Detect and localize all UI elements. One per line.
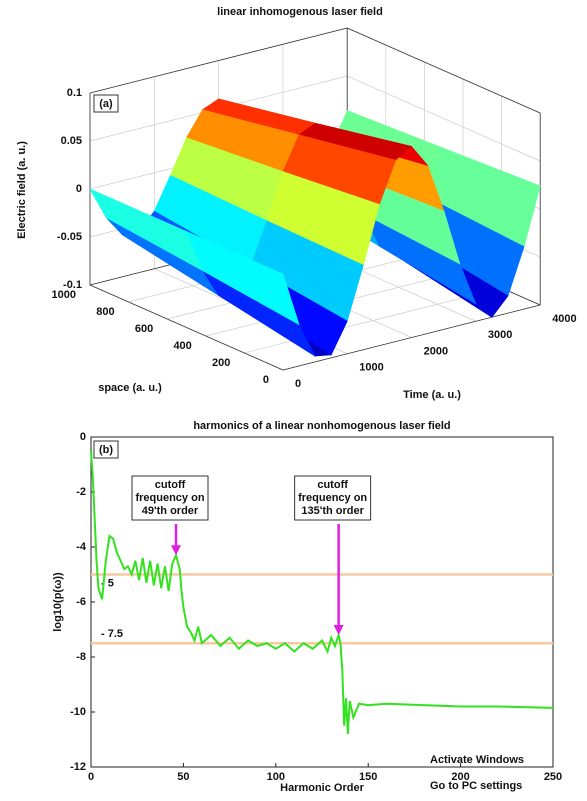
y-tick-label: -10 bbox=[70, 706, 86, 718]
annotation-box bbox=[131, 475, 209, 521]
z-tick-label: 0.1 bbox=[67, 87, 82, 99]
reference-label: - 7.5 bbox=[101, 628, 123, 640]
x-tick-label: 200 bbox=[451, 771, 469, 783]
annotation-text: frequency on bbox=[298, 492, 367, 504]
y-tick-label: -2 bbox=[76, 486, 86, 498]
y-tick-label: 1000 bbox=[359, 362, 383, 374]
annotation-text: 49'th order bbox=[142, 505, 199, 517]
y-tick-label: 3000 bbox=[488, 329, 512, 341]
x-tick-label: 1000 bbox=[52, 289, 76, 301]
x-tick-label: 100 bbox=[267, 771, 285, 783]
chart-title: harmonics of a linear nonhomogenous lase… bbox=[193, 420, 450, 432]
y-tick-label: -6 bbox=[76, 596, 86, 608]
z-tick-label: -0.1 bbox=[63, 279, 82, 291]
panel-label: (a) bbox=[99, 98, 113, 110]
annotation-text: frequency on bbox=[135, 492, 204, 504]
x-tick-label: 400 bbox=[173, 340, 191, 352]
x-tick-label: 200 bbox=[212, 357, 230, 369]
annotation-box bbox=[294, 475, 372, 521]
panel-label-box bbox=[93, 440, 119, 459]
arrow-head bbox=[333, 625, 344, 635]
y-tick-label: -4 bbox=[76, 541, 87, 553]
y-axis-label: log10(p(ω)) bbox=[52, 572, 64, 632]
box-edge bbox=[89, 27, 348, 94]
axis-line bbox=[282, 304, 541, 371]
watermark: Activate Windows bbox=[430, 754, 524, 766]
y-tick-label: 4000 bbox=[552, 313, 576, 325]
chart-title: linear inhomogenous laser field bbox=[217, 6, 383, 18]
x-tick-label: 250 bbox=[544, 771, 562, 783]
axis-line bbox=[89, 284, 284, 371]
annotation-text: cutoff bbox=[155, 479, 186, 491]
surface-patch bbox=[185, 230, 300, 326]
x-tick-label: 800 bbox=[96, 306, 114, 318]
x-axis-label: Harmonic Order bbox=[280, 782, 364, 794]
annotation-text: 135'th order bbox=[301, 505, 364, 517]
y-tick-label: 0 bbox=[295, 378, 301, 390]
z-tick-label: -0.05 bbox=[57, 231, 82, 243]
watermark: Go to PC settings bbox=[430, 780, 522, 792]
y-tick-label: 0 bbox=[80, 431, 86, 443]
x-tick-label: 0 bbox=[88, 771, 94, 783]
z-tick-label: 0.05 bbox=[61, 135, 82, 147]
data-line bbox=[90, 450, 554, 735]
x-tick-label: 600 bbox=[135, 323, 153, 335]
y-axis-label: Time (a. u.) bbox=[403, 389, 461, 401]
arrow-head bbox=[171, 545, 182, 556]
z-tick-label: 0 bbox=[76, 183, 82, 195]
x-tick-label: 50 bbox=[177, 771, 189, 783]
panel-label: (b) bbox=[99, 444, 113, 456]
annotation-text: cutoff bbox=[317, 479, 348, 491]
x-axis-label: space (a. u.) bbox=[98, 382, 162, 394]
panel-label-box bbox=[93, 94, 119, 113]
x-tick-label: 150 bbox=[359, 771, 377, 783]
x-tick-label: 0 bbox=[263, 374, 269, 386]
y-tick-label: -8 bbox=[76, 651, 86, 663]
box-edge bbox=[347, 27, 541, 114]
y-tick-label: 2000 bbox=[424, 345, 448, 357]
y-tick-label: -12 bbox=[70, 761, 86, 773]
z-axis-label: Electric field (a. u.) bbox=[16, 141, 28, 239]
